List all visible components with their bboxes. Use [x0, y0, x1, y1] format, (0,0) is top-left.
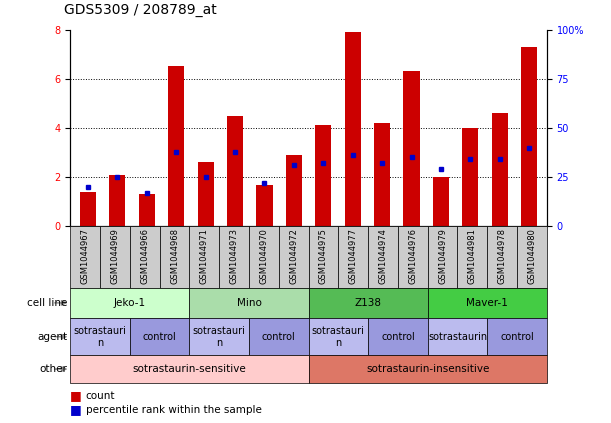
Text: GSM1044974: GSM1044974	[379, 228, 387, 284]
Text: Maver-1: Maver-1	[466, 298, 508, 308]
Bar	[428, 226, 458, 288]
Text: GSM1044975: GSM1044975	[319, 228, 328, 284]
Text: Mino: Mino	[236, 298, 262, 308]
Bar	[338, 226, 368, 288]
Bar	[80, 192, 96, 226]
Bar	[488, 226, 517, 288]
Bar	[286, 155, 302, 226]
Text: ■: ■	[70, 389, 82, 402]
Text: sotrastaurin: sotrastaurin	[428, 332, 487, 342]
Text: count: count	[86, 390, 115, 401]
Bar	[488, 318, 547, 355]
Text: agent: agent	[37, 332, 67, 342]
Bar	[130, 318, 189, 355]
Bar	[279, 226, 309, 288]
Bar	[428, 318, 488, 355]
Bar	[315, 126, 331, 226]
Bar	[168, 66, 185, 226]
Text: GDS5309 / 208789_at: GDS5309 / 208789_at	[64, 3, 217, 17]
Text: ■: ■	[70, 403, 82, 416]
Text: GSM1044978: GSM1044978	[498, 228, 507, 284]
Bar	[345, 32, 360, 226]
Bar	[70, 355, 309, 383]
Bar	[309, 288, 428, 318]
Text: GSM1044980: GSM1044980	[527, 228, 536, 284]
Text: GSM1044971: GSM1044971	[200, 228, 209, 284]
Bar	[197, 162, 214, 226]
Text: percentile rank within the sample: percentile rank within the sample	[86, 405, 262, 415]
Text: sotrastaurin-sensitive: sotrastaurin-sensitive	[133, 364, 246, 374]
Text: GSM1044977: GSM1044977	[349, 228, 357, 284]
Bar	[309, 355, 547, 383]
Bar	[130, 226, 159, 288]
Text: cell line: cell line	[27, 298, 67, 308]
Bar	[309, 226, 338, 288]
Bar	[70, 318, 130, 355]
Bar	[374, 123, 390, 226]
Bar	[189, 288, 309, 318]
Bar	[368, 318, 428, 355]
Text: control: control	[500, 332, 534, 342]
Text: sotrastauri
n: sotrastauri n	[73, 326, 126, 348]
Text: GSM1044981: GSM1044981	[468, 228, 477, 284]
Text: GSM1044973: GSM1044973	[230, 228, 238, 284]
Bar	[458, 226, 488, 288]
Bar	[70, 288, 189, 318]
Text: sotrastauri
n: sotrastauri n	[192, 326, 246, 348]
Bar	[70, 226, 100, 288]
Text: GSM1044979: GSM1044979	[438, 228, 447, 284]
Bar	[189, 318, 249, 355]
Bar	[368, 226, 398, 288]
Bar	[517, 226, 547, 288]
Bar	[492, 113, 508, 226]
Bar	[428, 288, 547, 318]
Text: GSM1044970: GSM1044970	[260, 228, 268, 284]
Bar	[463, 128, 478, 226]
Bar	[219, 226, 249, 288]
Bar	[521, 47, 537, 226]
Bar	[159, 226, 189, 288]
Bar	[433, 177, 449, 226]
Bar	[100, 226, 130, 288]
Bar	[227, 115, 243, 226]
Bar	[189, 226, 219, 288]
Text: control: control	[262, 332, 296, 342]
Text: GSM1044972: GSM1044972	[289, 228, 298, 284]
Text: GSM1044976: GSM1044976	[408, 228, 417, 284]
Text: control: control	[143, 332, 177, 342]
Text: GSM1044967: GSM1044967	[81, 228, 90, 284]
Bar	[249, 318, 309, 355]
Text: GSM1044968: GSM1044968	[170, 228, 179, 284]
Bar	[249, 226, 279, 288]
Text: Jeko-1: Jeko-1	[114, 298, 146, 308]
Text: GSM1044969: GSM1044969	[111, 228, 119, 284]
Bar	[109, 175, 125, 226]
Bar	[257, 184, 273, 226]
Text: Z138: Z138	[354, 298, 382, 308]
Text: other: other	[39, 364, 67, 374]
Text: control: control	[381, 332, 415, 342]
Bar	[139, 194, 155, 226]
Bar	[309, 318, 368, 355]
Bar	[403, 71, 420, 226]
Text: GSM1044966: GSM1044966	[141, 228, 149, 284]
Bar	[398, 226, 428, 288]
Text: sotrastaurin-insensitive: sotrastaurin-insensitive	[366, 364, 489, 374]
Text: sotrastauri
n: sotrastauri n	[312, 326, 365, 348]
